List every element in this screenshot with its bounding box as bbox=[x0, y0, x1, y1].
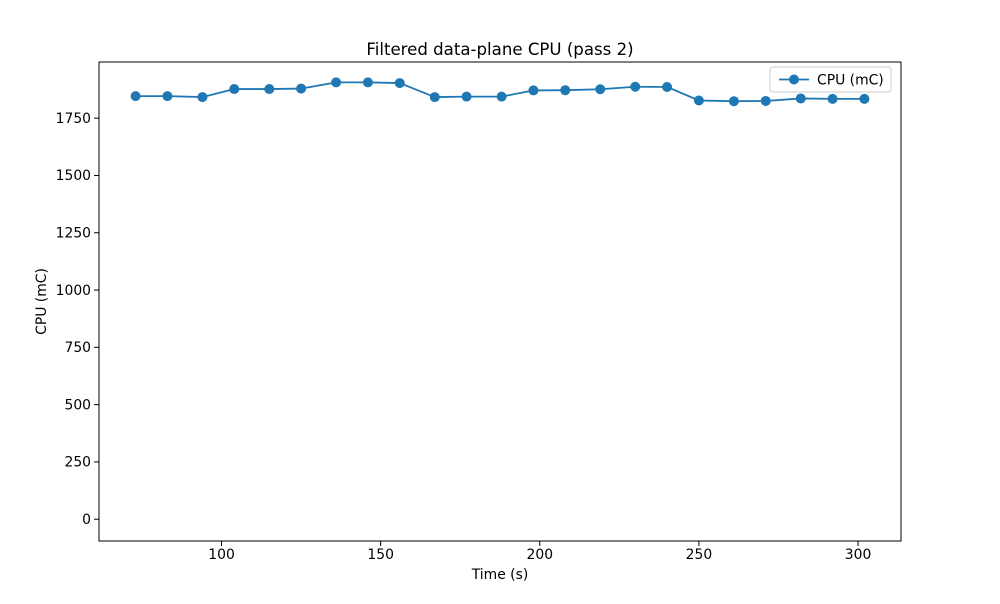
series-cpu bbox=[130, 77, 870, 107]
x-axis-label: Time (s) bbox=[471, 567, 529, 583]
data-point bbox=[560, 85, 571, 96]
data-point bbox=[795, 93, 806, 104]
data-point bbox=[130, 91, 141, 102]
data-point bbox=[264, 84, 275, 95]
x-tick-label: 200 bbox=[527, 547, 554, 563]
data-point bbox=[528, 85, 539, 96]
data-point bbox=[760, 95, 771, 106]
y-tick-label: 1750 bbox=[56, 111, 91, 127]
data-point bbox=[394, 78, 405, 89]
legend: CPU (mC) bbox=[769, 66, 892, 93]
y-axis: 0 250 500 750 1000 1250 1500 1750 bbox=[56, 111, 99, 528]
data-point bbox=[461, 91, 472, 102]
y-tick-label: 1250 bbox=[56, 226, 91, 242]
y-tick-label: 0 bbox=[82, 512, 91, 528]
axes-frame bbox=[98, 61, 902, 542]
data-point bbox=[662, 81, 673, 92]
data-point bbox=[331, 77, 342, 88]
x-tick-label: 250 bbox=[686, 547, 713, 563]
data-point bbox=[162, 91, 173, 102]
x-tick-label: 100 bbox=[208, 547, 235, 563]
data-point bbox=[362, 77, 373, 88]
data-point bbox=[827, 93, 838, 104]
y-tick-label: 250 bbox=[64, 455, 91, 471]
data-point bbox=[595, 84, 606, 95]
legend-box bbox=[769, 66, 892, 93]
data-point bbox=[429, 92, 440, 103]
x-tick-label: 150 bbox=[367, 547, 394, 563]
legend-marker-icon bbox=[789, 74, 799, 85]
y-tick-label: 500 bbox=[64, 397, 91, 413]
y-tick-label: 750 bbox=[64, 340, 91, 356]
data-point bbox=[296, 83, 307, 94]
data-point bbox=[630, 81, 641, 92]
data-point bbox=[496, 91, 507, 102]
data-point bbox=[728, 96, 739, 107]
x-tick-label: 300 bbox=[845, 547, 872, 563]
chart-title: Filtered data-plane CPU (pass 2) bbox=[366, 40, 633, 59]
cpu-markers bbox=[130, 77, 870, 107]
data-point bbox=[693, 95, 704, 106]
data-point bbox=[229, 84, 240, 95]
y-tick-label: 1000 bbox=[56, 283, 91, 299]
data-point bbox=[859, 93, 870, 104]
y-tick-label: 1500 bbox=[56, 168, 91, 184]
legend-label: CPU (mC) bbox=[817, 73, 884, 89]
y-axis-label: CPU (mC) bbox=[34, 268, 50, 335]
x-axis: 100 150 200 250 300 bbox=[208, 541, 871, 563]
data-point bbox=[197, 92, 208, 103]
